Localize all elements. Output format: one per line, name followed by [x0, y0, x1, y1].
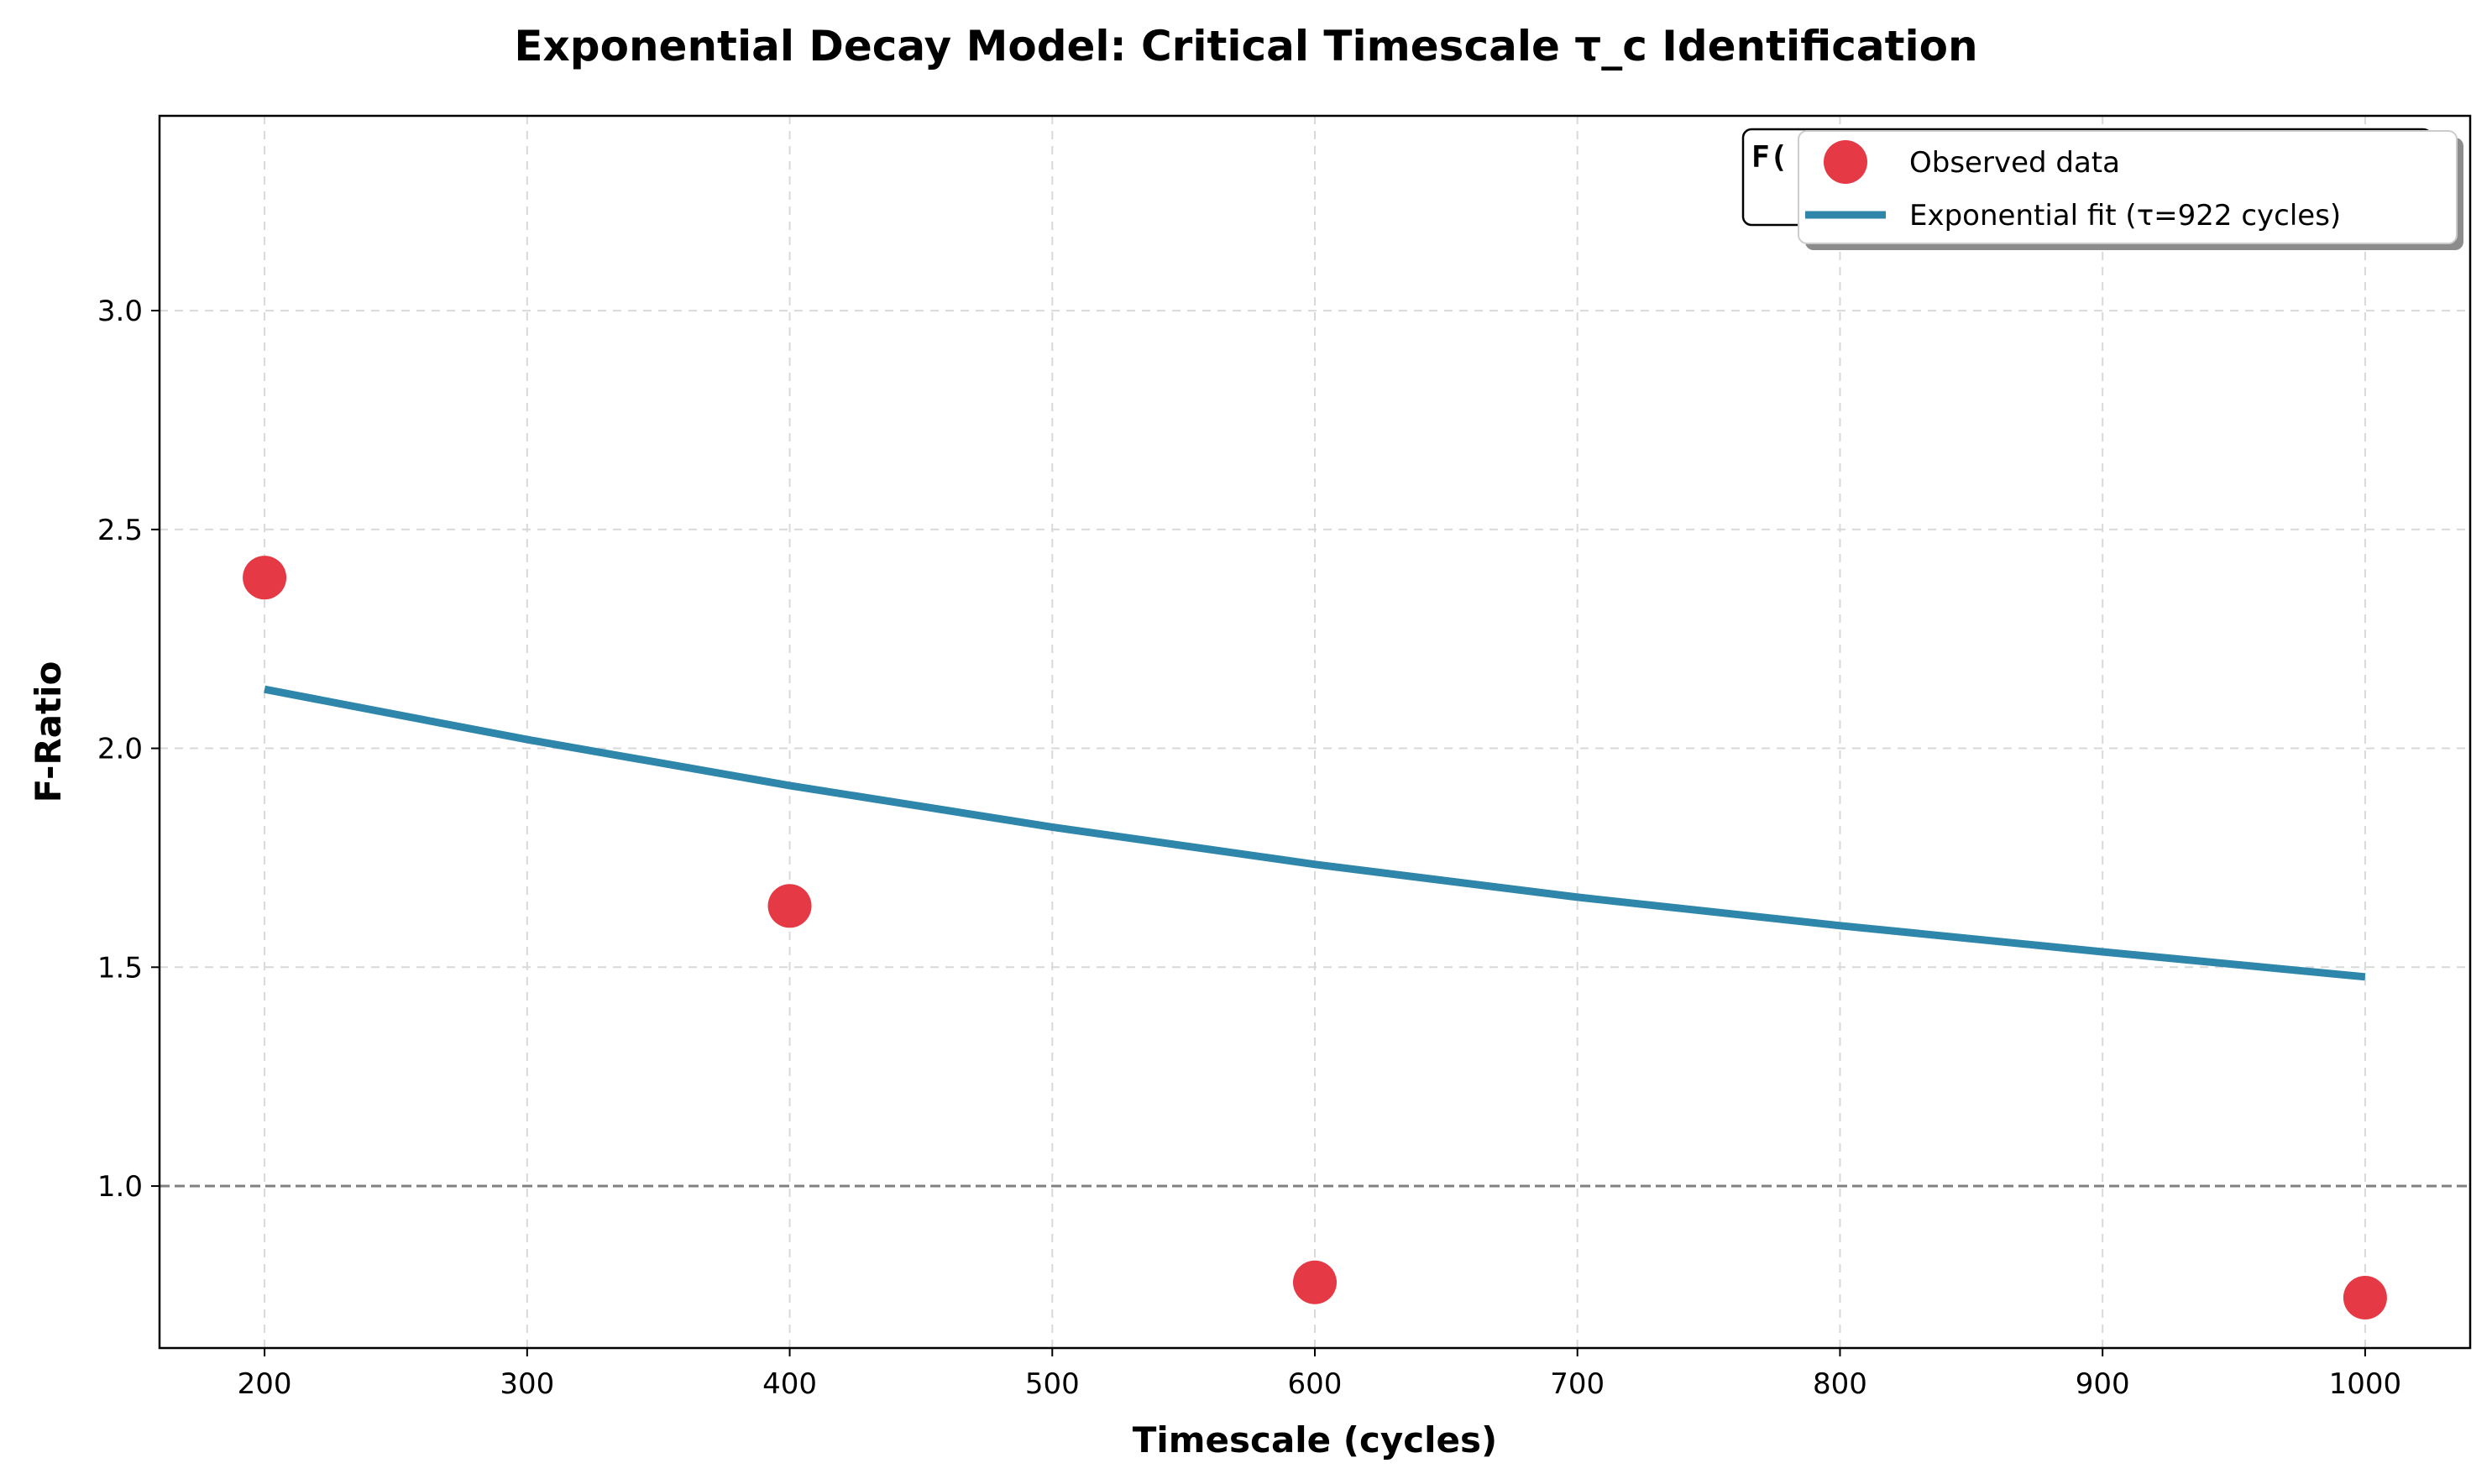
x-tick-label: 300: [500, 1367, 554, 1401]
legend-marker-observed: [1824, 140, 1867, 184]
data-point: [767, 884, 812, 928]
x-tick-label: 200: [238, 1367, 292, 1401]
y-axis-label: F-Ratio: [28, 661, 69, 803]
annotation-text: F(: [1751, 140, 1788, 175]
x-tick-label: 500: [1025, 1367, 1080, 1401]
legend-frame: [1798, 130, 2458, 244]
legend: Observed data Exponential fit (τ=922 cyc…: [1798, 130, 2463, 250]
x-tick-label: 400: [762, 1367, 817, 1401]
x-tick-label: 800: [1813, 1367, 1867, 1401]
x-tick-label: 1000: [2329, 1367, 2402, 1401]
x-axis-label: Timescale (cycles): [1133, 1419, 1497, 1460]
data-point: [1293, 1260, 1337, 1304]
y-tick-label: 3.0: [97, 295, 143, 328]
data-point: [2343, 1276, 2387, 1320]
legend-label-fit: Exponential fit (τ=922 cycles): [1909, 199, 2341, 233]
y-tick-label: 1.5: [97, 951, 143, 985]
legend-label-observed: Observed data: [1909, 146, 2120, 180]
x-tick-label: 700: [1550, 1367, 1605, 1401]
x-tick-label: 600: [1288, 1367, 1343, 1401]
x-tick-label: 900: [2076, 1367, 2130, 1401]
data-point: [243, 556, 287, 600]
chart-title: Exponential Decay Model: Critical Timesc…: [514, 22, 1977, 71]
axis-ticks: 200 300 400 500 600 700 800 900 1000 1.0 1.5 2.0 2.5…: [97, 295, 2401, 1401]
fit-line: [264, 685, 2366, 981]
y-tick-label: 2.5: [97, 514, 143, 547]
y-tick-label: 2.0: [97, 733, 143, 766]
series-layer: [243, 556, 2387, 1320]
y-tick-label: 1.0: [97, 1170, 143, 1204]
